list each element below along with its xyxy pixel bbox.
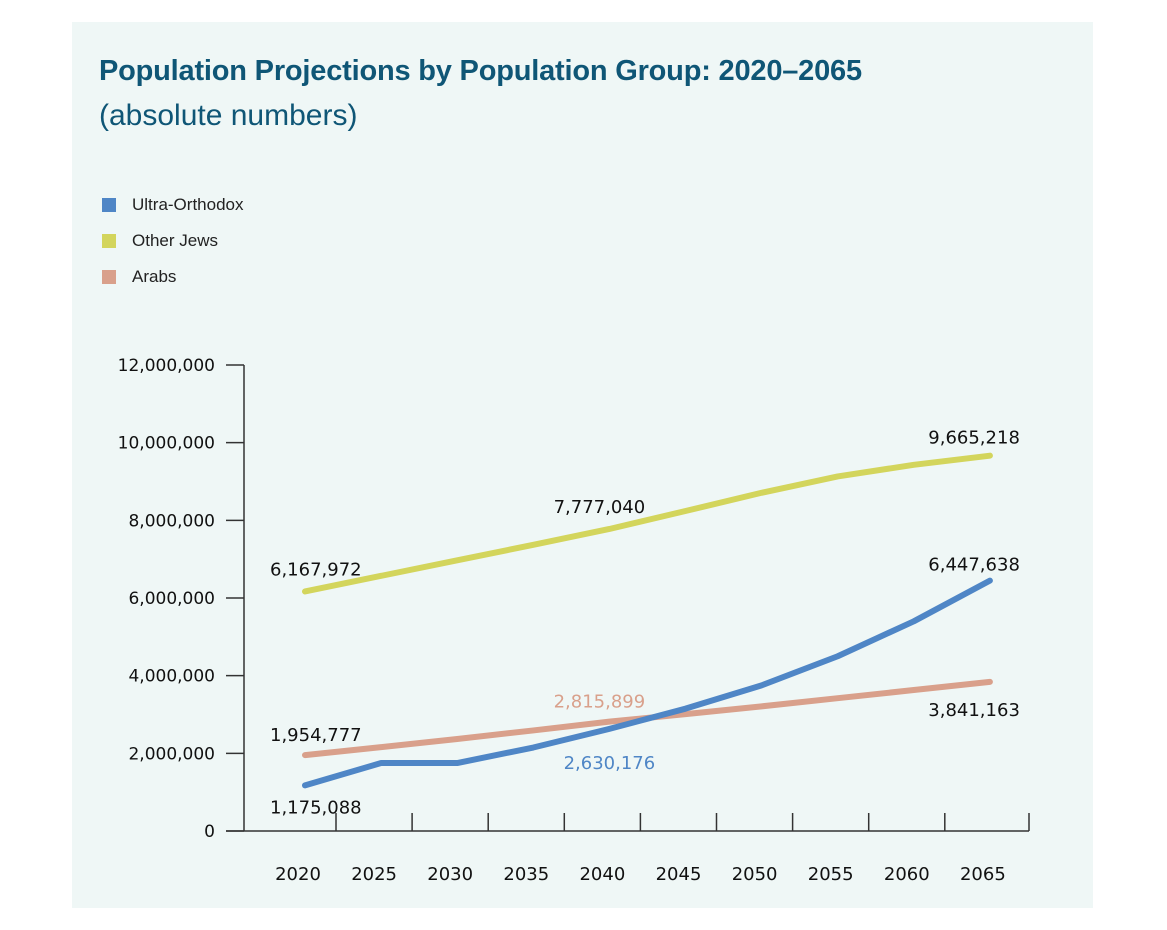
x-tick-label: 2035 [503, 864, 549, 885]
x-tick-label: 2055 [808, 864, 854, 885]
legend-swatch [102, 270, 116, 284]
y-tick-label: 10,000,000 [118, 434, 215, 454]
x-tick-label: 2025 [351, 864, 397, 885]
x-tick-label: 2020 [275, 864, 321, 885]
data-label: 1,954,777 [270, 725, 362, 746]
legend-swatch [102, 234, 116, 248]
y-tick-label: 2,000,000 [128, 744, 215, 764]
legend-item-ultra-orthodox: Ultra-Orthodox [102, 195, 243, 215]
y-tick-label: 6,000,000 [128, 589, 215, 609]
legend-item-other-jews: Other Jews [102, 231, 218, 251]
x-tick-label: 2030 [427, 864, 473, 885]
data-label: 1,175,088 [270, 797, 362, 818]
y-tick-label: 4,000,000 [128, 667, 215, 687]
x-tick-label: 2050 [732, 864, 778, 885]
legend-label: Other Jews [132, 231, 218, 250]
data-label: 9,665,218 [928, 428, 1020, 449]
chart-subtitle: (absolute numbers) [99, 99, 358, 132]
series-line-ultra-orthodox [302, 577, 993, 789]
legend-swatch [102, 198, 116, 212]
data-label: 6,167,972 [270, 559, 362, 580]
x-tick-label: 2040 [579, 864, 625, 885]
legend-item-arabs: Arabs [102, 267, 176, 287]
series-line-other-jews [302, 452, 993, 595]
y-tick-label: 12,000,000 [118, 356, 215, 376]
chart-title: Population Projections by Population Gro… [99, 55, 862, 87]
x-tick-label: 2060 [884, 864, 930, 885]
data-label: 2,630,176 [564, 753, 656, 774]
legend-label: Ultra-Orthodox [132, 195, 244, 214]
legend-label: Arabs [132, 267, 177, 286]
x-tick-label: 2045 [656, 864, 702, 885]
y-tick-label: 8,000,000 [128, 511, 215, 531]
x-tick-label: 2065 [960, 864, 1006, 885]
data-label: 6,447,638 [928, 555, 1020, 576]
data-label: 7,777,040 [554, 497, 646, 518]
data-label: 3,841,163 [928, 700, 1020, 721]
data-label: 2,815,899 [554, 692, 646, 713]
y-tick-label: 0 [204, 822, 215, 842]
